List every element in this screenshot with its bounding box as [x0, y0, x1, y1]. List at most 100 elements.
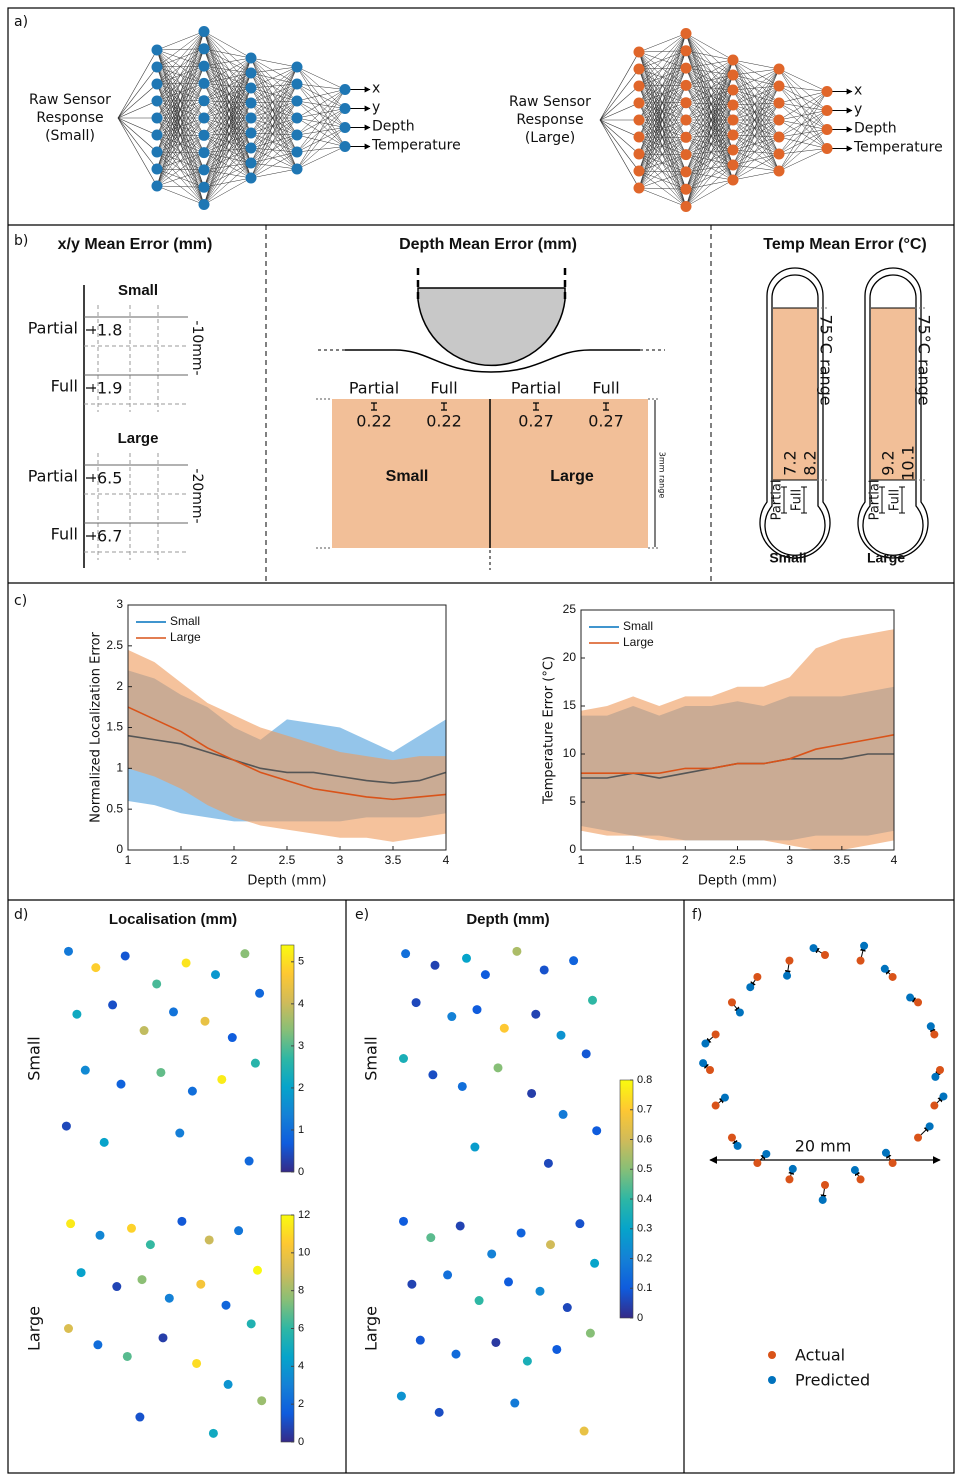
- connection: [778, 119, 828, 149]
- connection: [685, 50, 734, 166]
- connection: [203, 162, 252, 205]
- panel-label: e): [355, 907, 369, 923]
- connection: [685, 89, 734, 138]
- connection: [156, 31, 205, 102]
- neuron: [633, 148, 645, 160]
- neuron: [245, 82, 257, 94]
- neuron: [727, 144, 739, 156]
- point: [401, 949, 411, 959]
- connection: [685, 179, 734, 207]
- connection: [732, 74, 780, 87]
- point: [472, 1005, 482, 1015]
- connection: [732, 89, 780, 138]
- connection: [778, 129, 828, 138]
- connection: [685, 134, 734, 173]
- connection: [156, 185, 205, 188]
- y-axis-label: Temperature Error (°C): [542, 656, 557, 805]
- connection: [685, 89, 734, 121]
- colorbar-tick-label: 0.8: [637, 1074, 652, 1086]
- point: [856, 1175, 865, 1184]
- connection: [685, 74, 734, 121]
- surface: [345, 349, 640, 373]
- connection: [685, 59, 734, 172]
- error-band: [581, 629, 894, 850]
- connection: [732, 153, 780, 181]
- connection: [685, 33, 734, 121]
- point: [250, 1058, 260, 1068]
- connection: [685, 149, 734, 155]
- connection: [732, 68, 780, 181]
- output-label: Temperature: [853, 140, 943, 156]
- connection: [203, 132, 252, 153]
- panel-label: c): [14, 593, 27, 609]
- point: [906, 993, 915, 1002]
- connection: [685, 33, 734, 106]
- connection: [685, 67, 734, 76]
- connection: [250, 102, 298, 119]
- x-tick-label: 3.5: [385, 853, 402, 867]
- connection: [156, 31, 205, 153]
- group-name: Small: [769, 550, 806, 566]
- neuron: [727, 99, 739, 111]
- point: [181, 958, 191, 968]
- connection: [296, 83, 346, 128]
- neuron: [339, 122, 351, 133]
- connection: [250, 151, 298, 164]
- connection: [732, 170, 780, 181]
- row-label: Partial: [511, 379, 561, 398]
- connection: [732, 59, 780, 172]
- point: [914, 998, 923, 1007]
- connection: [732, 104, 780, 138]
- neuron: [198, 95, 210, 107]
- connection: [156, 31, 205, 170]
- connection: [296, 127, 346, 170]
- value-label: 9.2: [879, 450, 898, 475]
- connection: [778, 148, 828, 172]
- panel-label: f): [692, 907, 702, 923]
- mean-line: [127, 706, 447, 801]
- connection: [732, 89, 780, 121]
- connection: [250, 72, 298, 136]
- connection: [732, 134, 780, 172]
- indenter: [417, 287, 566, 367]
- connection: [250, 134, 298, 149]
- row-label: Large: [362, 1306, 381, 1351]
- connection: [732, 102, 780, 151]
- point: [753, 1159, 762, 1168]
- connection: [250, 83, 298, 164]
- point: [543, 1158, 553, 1168]
- point: [558, 1109, 568, 1119]
- connection: [250, 147, 298, 170]
- neuron: [680, 45, 692, 57]
- connection: [296, 100, 346, 128]
- colorbar-tick-label: 5: [298, 956, 304, 968]
- colorbar-tick-label: 4: [298, 1360, 304, 1372]
- point: [457, 1081, 467, 1091]
- neuron: [339, 141, 351, 152]
- x-tick-label: 1: [125, 853, 132, 867]
- point: [217, 1074, 227, 1084]
- input-label: (Small): [45, 128, 95, 144]
- connection: [250, 66, 298, 119]
- point: [821, 951, 829, 959]
- point: [579, 1426, 589, 1436]
- connection: [203, 72, 252, 188]
- connection: [250, 117, 298, 179]
- x-tick-label: 3.5: [833, 853, 850, 867]
- x-tick-label: 2.5: [729, 853, 746, 867]
- connection: [685, 33, 734, 166]
- connection: [203, 57, 252, 170]
- point: [443, 1270, 453, 1280]
- range-label: 75°C range: [817, 314, 836, 405]
- y-tick-label: 0: [116, 842, 123, 856]
- connection: [156, 117, 205, 187]
- connection: [296, 108, 346, 119]
- colorbar-tick-label: 0: [298, 1166, 304, 1178]
- point: [428, 1070, 438, 1080]
- connection: [732, 85, 780, 181]
- connection: [117, 117, 158, 136]
- connection: [203, 72, 252, 119]
- connection: [732, 134, 780, 138]
- connection: [156, 152, 205, 187]
- row-label: Full: [592, 379, 619, 398]
